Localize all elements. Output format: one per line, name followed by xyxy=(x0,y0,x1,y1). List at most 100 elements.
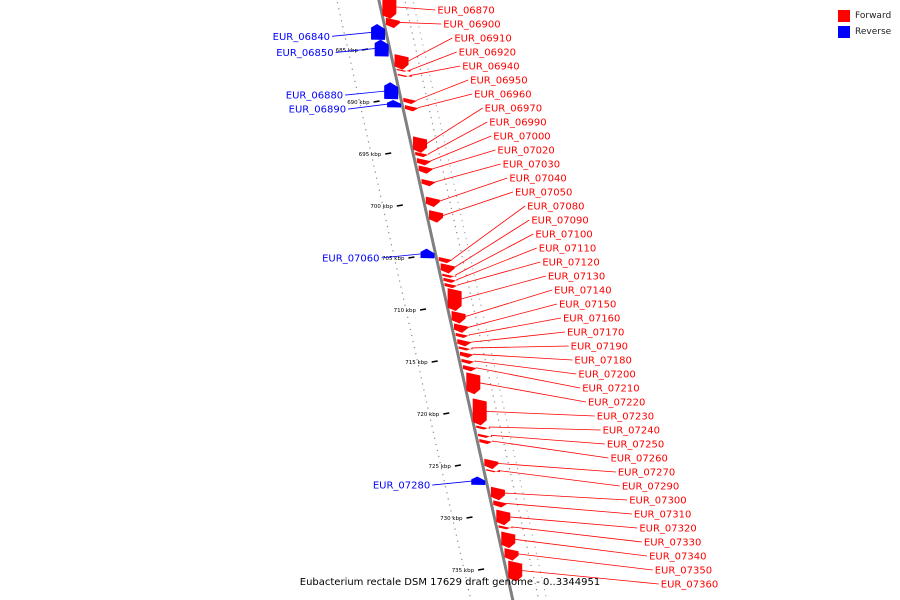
gene-arrow-eur_07040 xyxy=(425,196,440,207)
legend-reverse: Reverse xyxy=(838,24,891,40)
gene-label-eur_07330: EUR_07330 xyxy=(644,538,701,549)
connector-eur_07190 xyxy=(471,345,569,349)
tick-label-7: 720 kbp xyxy=(417,412,440,418)
tick-label-8: 725 kbp xyxy=(428,464,451,470)
connector-eur_07210 xyxy=(475,367,581,389)
gene-arrow-eur_07020 xyxy=(418,165,433,174)
gene-arrow-eur_07090 xyxy=(440,263,455,274)
gene-label-eur_06840: EUR_06840 xyxy=(273,32,330,43)
gene-arrow-eur_07170 xyxy=(457,339,472,347)
connector-eur_07080 xyxy=(451,205,526,260)
tick-mark-10 xyxy=(477,568,485,571)
tick-mark-3 xyxy=(396,204,403,207)
connector-eur_07130 xyxy=(460,275,546,300)
gene-arrow-eur_07210 xyxy=(462,365,477,372)
gene-label-eur_07310: EUR_07310 xyxy=(634,510,691,521)
gene-label-eur_07110: EUR_07110 xyxy=(539,244,596,255)
connector-eur_07050 xyxy=(441,191,514,217)
gene-label-eur_07160: EUR_07160 xyxy=(563,314,620,325)
gene-label-eur_06900: EUR_06900 xyxy=(443,20,500,31)
gene-arrow-eur_07110 xyxy=(443,277,458,283)
gene-arrow-eur_07080 xyxy=(438,256,453,264)
gene-label-eur_06910: EUR_06910 xyxy=(454,34,511,45)
gene-label-eur_07000: EUR_07000 xyxy=(493,132,550,143)
connector-eur_07340 xyxy=(514,538,648,557)
gene-label-eur_07270: EUR_07270 xyxy=(618,468,675,479)
gene-arrow-eur_07360 xyxy=(508,560,523,582)
gene-label-eur_07100: EUR_07100 xyxy=(535,230,592,241)
legend-forward: Forward xyxy=(838,8,891,24)
gene-arrow-eur_07200 xyxy=(461,358,476,365)
gene-arrow-eur_07140 xyxy=(451,311,466,324)
gene-label-eur_07210: EUR_07210 xyxy=(582,384,639,395)
gene-arrow-eur_06940 xyxy=(397,73,412,78)
connector-eur_07350 xyxy=(517,553,653,571)
gene-label-eur_07350: EUR_07350 xyxy=(655,566,712,577)
connector-eur_07150 xyxy=(466,303,558,329)
label-connectors xyxy=(332,6,659,585)
gene-arrow-eur_07000 xyxy=(416,158,431,166)
gene-arrow-eur_06990 xyxy=(415,151,430,158)
connector-eur_07260 xyxy=(492,440,609,459)
tick-mark-7 xyxy=(443,412,450,415)
gene-label-eur_07260: EUR_07260 xyxy=(610,454,667,465)
tick-label-4: 705 kbp xyxy=(382,256,405,262)
gene-label-eur_06890: EUR_06890 xyxy=(289,105,346,116)
connector-eur_07300 xyxy=(503,492,628,501)
gene-label-eur_06880: EUR_06880 xyxy=(286,91,343,102)
gene-arrow-eur_06960 xyxy=(404,105,419,112)
gene-label-eur_07180: EUR_07180 xyxy=(574,356,631,367)
connector-eur_06940 xyxy=(410,65,461,76)
gene-label-eur_07150: EUR_07150 xyxy=(559,300,616,311)
gene-arrow-eur_07160 xyxy=(455,332,470,339)
connector-eur_07020 xyxy=(431,149,496,170)
gene-label-eur_07340: EUR_07340 xyxy=(649,552,706,563)
connector-eur_07320 xyxy=(509,516,638,529)
gene-arrow-eur_07240 xyxy=(476,425,491,430)
connector-eur_06970 xyxy=(425,107,483,145)
gene-label-eur_07280: EUR_07280 xyxy=(373,481,430,492)
gene-label-eur_07080: EUR_07080 xyxy=(527,202,584,213)
gene-label-eur_07130: EUR_07130 xyxy=(548,272,605,283)
connector-eur_06850 xyxy=(335,48,376,53)
gene-arrow-eur_07350 xyxy=(504,548,519,561)
connector-eur_07200 xyxy=(474,360,577,375)
connector-eur_06840 xyxy=(332,31,373,37)
tick-mark-9 xyxy=(466,516,473,519)
tick-mark-2 xyxy=(385,152,392,155)
gene-label-eur_07190: EUR_07190 xyxy=(571,342,628,353)
gene-arrow-eur_07320 xyxy=(496,509,511,526)
connector-eur_06990 xyxy=(428,121,488,155)
tick-mark-4 xyxy=(408,256,415,259)
connector-eur_07160 xyxy=(468,317,562,336)
legend: Forward Reverse xyxy=(838,8,891,40)
gene-label-eur_07240: EUR_07240 xyxy=(603,426,660,437)
gene-arrow-eur_07300 xyxy=(490,486,505,501)
connector-eur_07090 xyxy=(453,219,530,269)
gene-labels: EUR_06870 EUR_06840 EUR_06900 EUR_06850 EUR_… xyxy=(273,6,719,591)
legend-reverse-label: Reverse xyxy=(855,27,892,37)
tick-label-9: 730 kbp xyxy=(440,516,463,522)
gene-arrow-eur_06950 xyxy=(403,97,418,105)
gene-label-eur_07220: EUR_07220 xyxy=(588,398,645,409)
tick-label-6: 715 kbp xyxy=(405,360,428,366)
gene-arrow-eur_07280 xyxy=(471,476,486,486)
genome-caption: Eubacterium rectale DSM 17629 draft geno… xyxy=(299,577,601,588)
gene-label-eur_06960: EUR_06960 xyxy=(474,90,531,101)
gene-label-eur_07120: EUR_07120 xyxy=(542,258,599,269)
tick-mark-8 xyxy=(454,464,462,467)
connector-eur_07120 xyxy=(457,261,541,286)
gene-arrow-eur_07120 xyxy=(444,282,459,289)
gene-arrow-eur_07270 xyxy=(484,458,499,470)
gene-arrow-eur_07230 xyxy=(472,398,487,426)
reverse-swatch xyxy=(838,26,850,38)
tick-label-10: 735 kbp xyxy=(452,568,475,574)
connector-eur_07040 xyxy=(438,177,508,202)
gene-arrow-eur_07030 xyxy=(421,178,436,187)
connector-eur_06950 xyxy=(416,79,469,101)
gene-arrow-eur_06880 xyxy=(384,82,399,100)
connector-eur_07180 xyxy=(472,353,573,361)
gene-arrow-eur_06970 xyxy=(413,136,428,153)
connector-eur_07250 xyxy=(491,434,605,445)
